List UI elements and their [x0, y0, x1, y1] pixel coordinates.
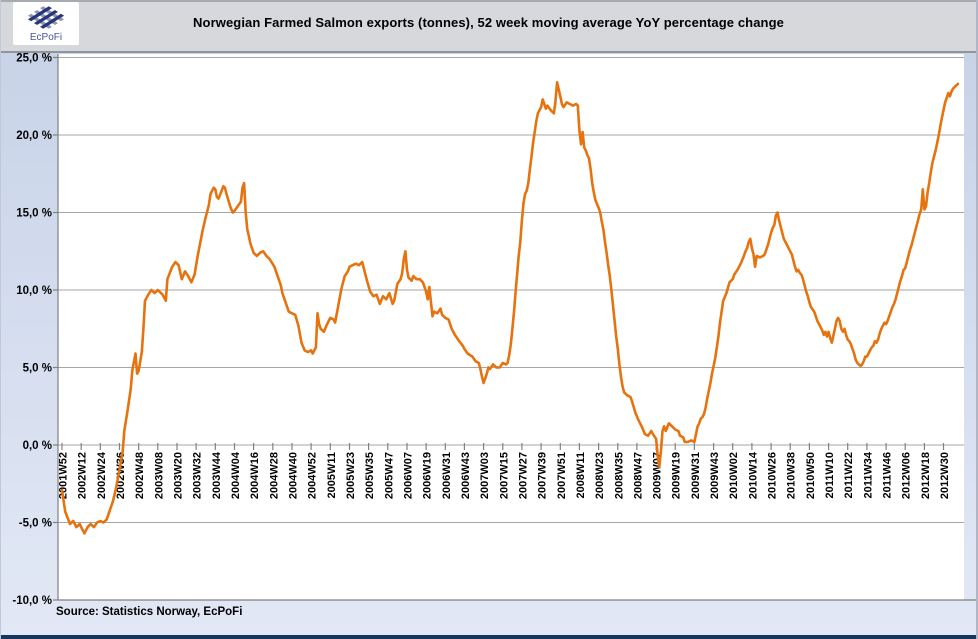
- svg-text:2011W34: 2011W34: [862, 451, 874, 498]
- ecpofi-weave-icon: [25, 4, 67, 31]
- svg-text:2007W03: 2007W03: [479, 452, 491, 499]
- source-note: Source: Statistics Norway, EcPoFi: [56, 606, 243, 618]
- svg-text:10,0 %: 10,0 %: [16, 285, 52, 297]
- svg-text:2007W15: 2007W15: [498, 452, 510, 499]
- svg-text:2003W20: 2003W20: [173, 452, 185, 499]
- svg-text:2010W50: 2010W50: [805, 452, 817, 499]
- svg-text:2005W23: 2005W23: [345, 452, 357, 499]
- svg-text:2001W52: 2001W52: [58, 452, 70, 499]
- svg-text:2008W47: 2008W47: [632, 452, 644, 499]
- svg-text:2007W39: 2007W39: [537, 452, 549, 499]
- svg-text:2003W44: 2003W44: [211, 451, 223, 499]
- svg-text:2010W38: 2010W38: [786, 452, 798, 499]
- chart-header: Norwegian Farmed Salmon exports (tonnes)…: [1, 0, 976, 53]
- svg-text:0,0 %: 0,0 %: [23, 440, 52, 452]
- svg-text:2008W35: 2008W35: [613, 452, 625, 499]
- y-axis-labels: 25,0 % 20,0 % 15,0 % 10,0 % 5,0 % 0,0 % -5,0 %…: [12, 53, 52, 608]
- svg-text:2007W27: 2007W27: [517, 452, 529, 499]
- svg-text:2006W19: 2006W19: [422, 452, 434, 499]
- svg-text:2002W36: 2002W36: [115, 452, 127, 499]
- svg-text:25,0 %: 25,0 %: [16, 53, 52, 65]
- axes: [53, 54, 976, 601]
- svg-text:5,0 %: 5,0 %: [23, 363, 52, 375]
- svg-text:2008W23: 2008W23: [594, 452, 606, 499]
- x-axis-labels: 2001W52 2002W12 2002W24 2002W36 2002W48 2003W…: [58, 451, 952, 499]
- svg-text:2002W12: 2002W12: [77, 452, 89, 499]
- svg-text:2005W47: 2005W47: [383, 452, 395, 499]
- svg-text:2012W30: 2012W30: [939, 452, 951, 499]
- svg-text:2007W51: 2007W51: [556, 452, 568, 499]
- chart-title: Norwegian Farmed Salmon exports (tonnes)…: [193, 15, 784, 30]
- svg-text:2006W43: 2006W43: [460, 452, 472, 499]
- bottom-border: [1, 635, 976, 639]
- svg-text:2004W52: 2004W52: [307, 452, 319, 499]
- svg-text:2009W31: 2009W31: [690, 452, 702, 499]
- svg-text:2005W11: 2005W11: [326, 452, 338, 498]
- svg-text:20,0 %: 20,0 %: [16, 130, 52, 142]
- svg-text:15,0 %: 15,0 %: [16, 208, 52, 220]
- svg-text:2002W24: 2002W24: [96, 451, 108, 499]
- svg-text:2012W18: 2012W18: [920, 452, 932, 499]
- svg-text:2004W28: 2004W28: [268, 452, 280, 499]
- svg-text:2010W02: 2010W02: [728, 452, 740, 499]
- svg-text:-10,0 %: -10,0 %: [12, 595, 52, 607]
- series-line: [60, 81, 960, 535]
- y-gridlines: [58, 57, 964, 523]
- ecpofi-logo-text: EcPoFi: [29, 32, 63, 43]
- svg-text:2012W06: 2012W06: [901, 452, 913, 499]
- svg-text:-5,0 %: -5,0 %: [19, 518, 52, 530]
- svg-text:2010W14: 2010W14: [747, 451, 759, 499]
- svg-text:2002W48: 2002W48: [134, 452, 146, 499]
- svg-text:2004W16: 2004W16: [249, 452, 261, 499]
- svg-text:2004W04: 2004W04: [230, 451, 242, 499]
- svg-text:2003W32: 2003W32: [192, 452, 204, 499]
- svg-text:2009W43: 2009W43: [709, 452, 721, 499]
- svg-text:2006W31: 2006W31: [441, 452, 453, 499]
- svg-text:2006W07: 2006W07: [403, 452, 415, 499]
- svg-text:2003W08: 2003W08: [153, 452, 165, 499]
- svg-text:2011W46: 2011W46: [882, 452, 894, 498]
- svg-text:2010W26: 2010W26: [767, 452, 779, 499]
- svg-text:2011W10: 2011W10: [824, 452, 836, 498]
- svg-text:2008W11: 2008W11: [575, 452, 587, 498]
- svg-text:2009W19: 2009W19: [671, 452, 683, 499]
- svg-text:2011W22: 2011W22: [843, 452, 855, 498]
- svg-text:2005W35: 2005W35: [364, 452, 376, 499]
- svg-text:2004W40: 2004W40: [288, 452, 300, 499]
- ecpofi-logo: EcPoFi: [13, 2, 79, 45]
- plot-area: [58, 54, 964, 600]
